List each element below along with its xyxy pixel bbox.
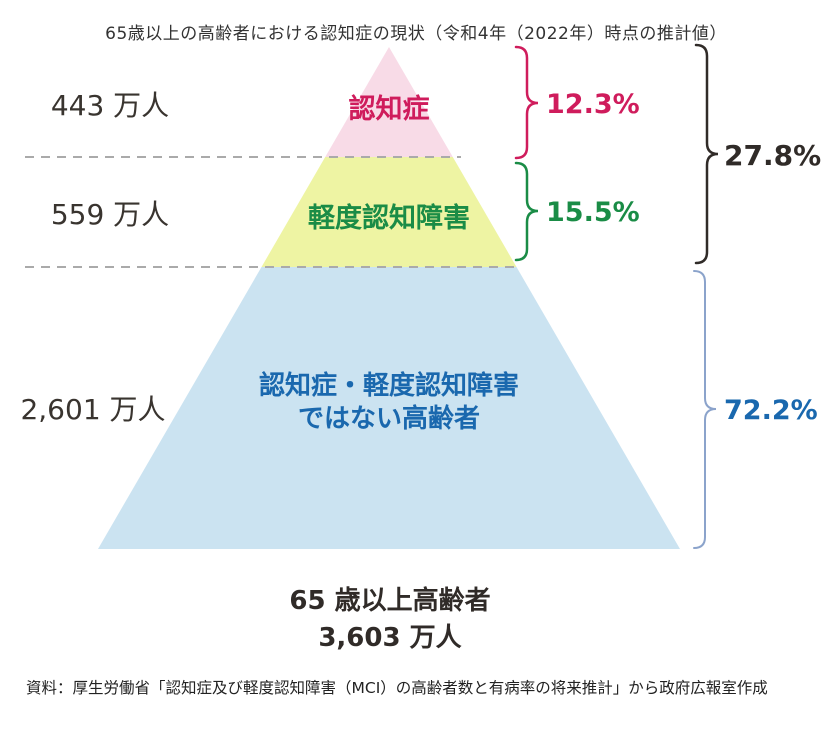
count-non-dementia: 2,601 万人 (20, 393, 166, 426)
percent-combined: 27.8% (724, 139, 822, 172)
segment-label-non-dementia-line1: 認知症・軽度認知障害 (258, 371, 519, 401)
brace-mci (514, 161, 539, 262)
segment-label-dementia: 認知症 (348, 94, 430, 125)
total-label: 65 歳以上高齢者 (289, 586, 491, 616)
segment-label-mci: 軽度認知障害 (308, 203, 470, 234)
total-value: 3,603 万人 (318, 623, 462, 653)
chart-title: 65歳以上の高齢者における認知症の現状（令和4年（2022年）時点の推計値） (105, 24, 727, 44)
source-note: 資料：厚生労働省「認知症及び軽度認知障害（MCI）の高齢者数と有病率の将来推計」… (26, 679, 768, 697)
percent-non-dementia: 72.2% (724, 395, 818, 426)
percent-mci: 15.5% (546, 197, 640, 228)
brace-non-dementia (693, 270, 717, 549)
segment-non-dementia (98, 267, 680, 549)
count-mci: 559 万人 (50, 198, 170, 231)
segment-label-non-dementia-line2: ではない高齢者 (297, 404, 480, 434)
percent-dementia: 12.3% (546, 89, 640, 120)
segment-dementia (325, 47, 453, 157)
segment-mci (261, 157, 517, 267)
brace-combined (694, 43, 719, 265)
count-dementia: 443 万人 (50, 89, 170, 122)
segment-label-non-dementia: 認知症・軽度認知障害 ではない高齢者 (219, 370, 559, 436)
brace-dementia (514, 45, 539, 160)
